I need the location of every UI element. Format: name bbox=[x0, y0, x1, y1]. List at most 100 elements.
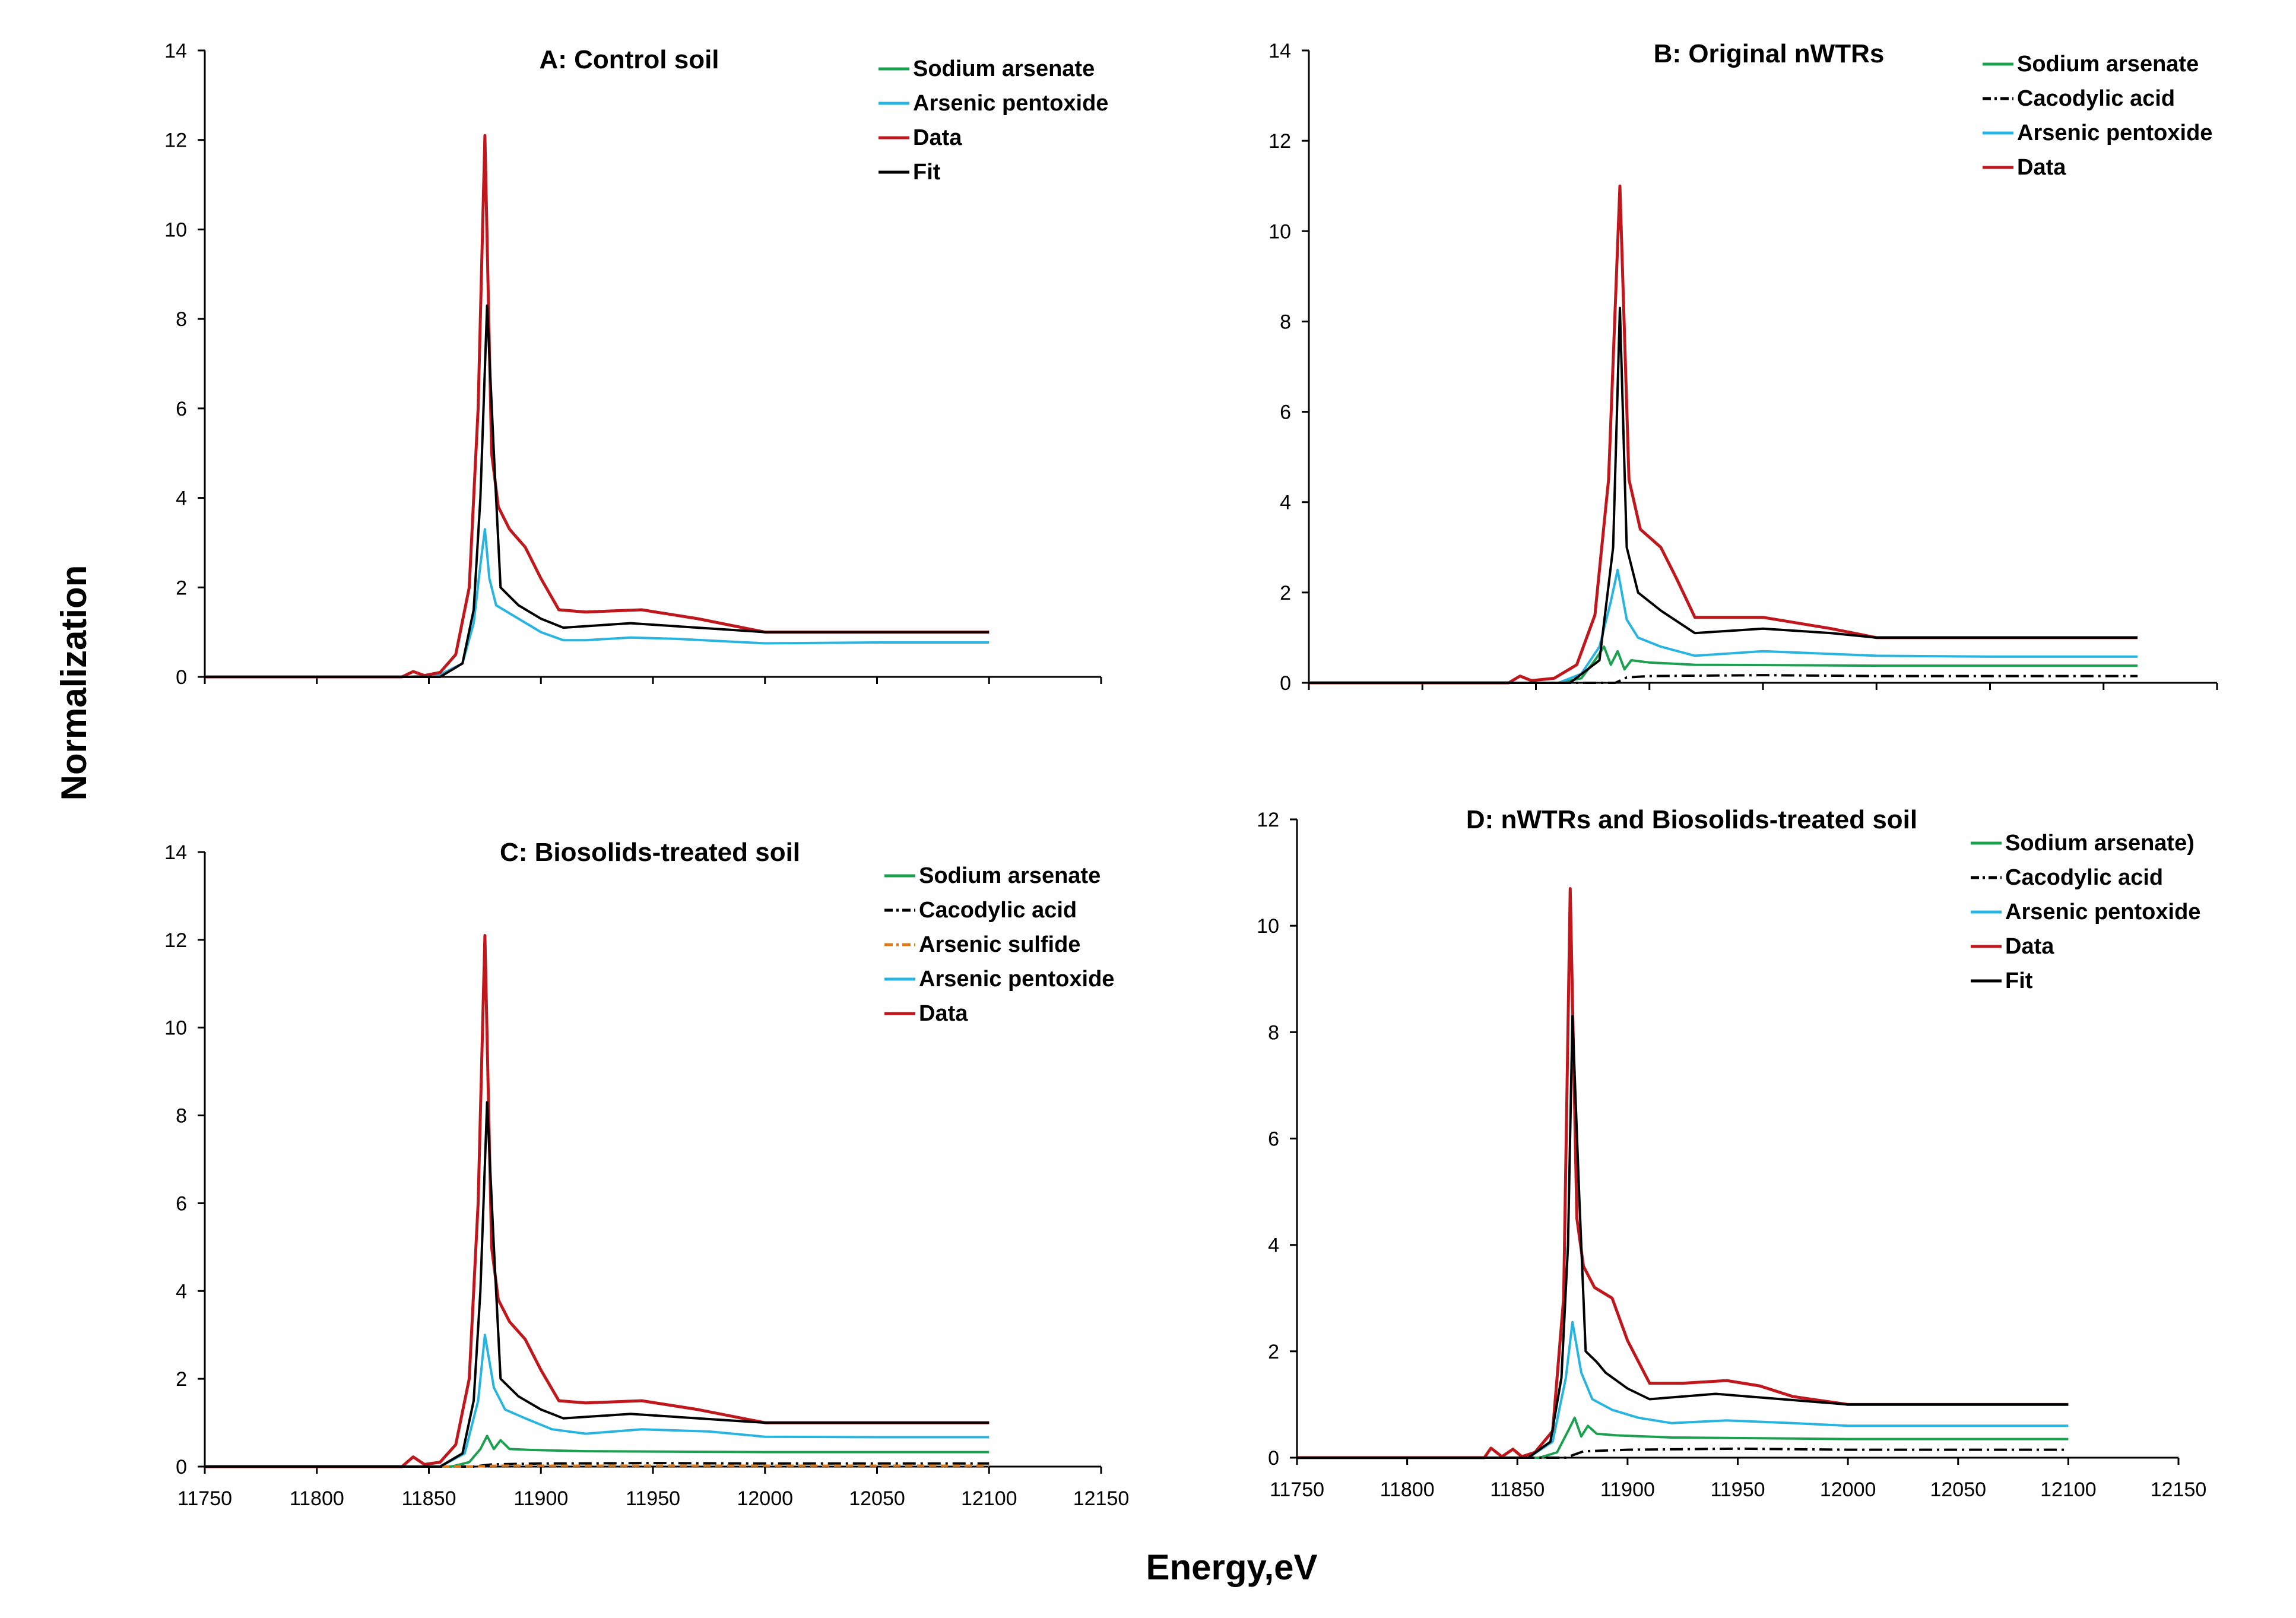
series-line-sodium-arsenate bbox=[205, 1435, 990, 1468]
x-tick-label: 11800 bbox=[290, 1487, 344, 1510]
y-tick-label: 4 bbox=[1268, 1234, 1279, 1257]
series-line-arsenic-pentoxide bbox=[1309, 568, 2138, 684]
y-tick-label: 6 bbox=[1280, 401, 1291, 424]
x-tick-label: 11750 bbox=[177, 1487, 232, 1510]
legend-label: Sodium arsenate bbox=[919, 863, 1101, 888]
y-tick-label: 12 bbox=[164, 929, 187, 952]
series-line-arsenic-pentoxide bbox=[205, 1334, 990, 1468]
x-tick-label: 11950 bbox=[1710, 1478, 1765, 1501]
legend-label: Arsenic sulfide bbox=[919, 932, 1080, 957]
series-line-arsenic-pentoxide bbox=[1297, 1321, 2069, 1459]
y-tick-label: 6 bbox=[176, 1192, 187, 1215]
y-tick-label: 8 bbox=[1280, 311, 1291, 333]
x-tick-label: 12150 bbox=[2151, 1478, 2207, 1501]
x-tick-label: 12000 bbox=[1820, 1478, 1876, 1501]
series-line-cacodylic-acid bbox=[1309, 674, 2138, 684]
x-tick-label: 11750 bbox=[1270, 1478, 1324, 1501]
y-tick-label: 4 bbox=[1280, 492, 1291, 514]
y-tick-label: 0 bbox=[1280, 672, 1291, 695]
chart-panel-1: 0 2 4 6 8 10 12 14 A: Control soil Sodium arsenat… bbox=[164, 40, 1108, 689]
x-tick-label: 12100 bbox=[961, 1487, 1017, 1510]
chart-panel-3: 0 2 4 6 8 10 12 14 11750 11800 11850 11900 11950 1200… bbox=[164, 838, 1129, 1510]
series-line-data bbox=[205, 134, 990, 679]
y-tick-label: 4 bbox=[176, 1280, 187, 1303]
x-tick-label: 11850 bbox=[401, 1487, 456, 1510]
series-line-data bbox=[1309, 184, 2138, 685]
y-tick-label: 0 bbox=[176, 666, 187, 689]
y-tick-label: 8 bbox=[176, 1105, 187, 1128]
legend-label: Arsenic pentoxide bbox=[2005, 900, 2200, 924]
legend-label: Data bbox=[2005, 934, 2054, 959]
y-tick-label: 4 bbox=[176, 487, 187, 510]
y-tick-label: 10 bbox=[164, 1017, 187, 1040]
legend-label: Arsenic pentoxide bbox=[919, 967, 1114, 992]
legend: Sodium arsenate Cacodylic acid Arsenic pen… bbox=[1983, 52, 2212, 180]
series-line-cacodylic-acid bbox=[1297, 1447, 2069, 1459]
y-tick-label: 10 bbox=[1268, 220, 1291, 243]
y-tick-label: 2 bbox=[176, 1368, 187, 1391]
y-tick-label: 8 bbox=[1268, 1021, 1279, 1044]
legend-label: Cacodylic acid bbox=[919, 898, 1077, 923]
y-tick-label: 2 bbox=[176, 577, 187, 599]
y-tick-label: 6 bbox=[176, 398, 187, 420]
legend-label: Arsenic pentoxide bbox=[2017, 121, 2212, 145]
y-tick-label: 10 bbox=[1257, 915, 1279, 938]
legend-label: Arsenic pentoxide bbox=[913, 91, 1108, 116]
series-line-data bbox=[1297, 887, 2069, 1459]
y-tick-label: 2 bbox=[1280, 582, 1291, 604]
legend-label: Cacodylic acid bbox=[2005, 865, 2163, 890]
x-tick-label: 11800 bbox=[1380, 1478, 1435, 1501]
x-tick-label: 11900 bbox=[1600, 1478, 1655, 1501]
y-tick-label: 12 bbox=[164, 129, 187, 152]
legend-label: Sodium arsenate bbox=[2017, 52, 2199, 77]
x-tick-label: 11850 bbox=[1490, 1478, 1545, 1501]
series-line-fit bbox=[205, 304, 990, 678]
series-line-fit bbox=[1309, 306, 2138, 684]
x-tick-label: 11950 bbox=[626, 1487, 680, 1510]
y-tick-label: 6 bbox=[1268, 1128, 1279, 1151]
y-tick-label: 0 bbox=[1268, 1447, 1279, 1470]
chart-title: C: Biosolids-treated soil bbox=[500, 838, 800, 867]
x-tick-label: 12050 bbox=[849, 1487, 905, 1510]
legend-label: Data bbox=[2017, 155, 2066, 180]
chart-title: D: nWTRs and Biosolids-treated soil bbox=[1466, 805, 1917, 834]
legend: Sodium arsenate Cacodylic acid Arsenic sul… bbox=[884, 863, 1114, 1026]
chart-panel-2: 0 2 4 6 8 10 12 14 B: Original nWTRs Sodium arsen… bbox=[1268, 39, 2218, 695]
x-tick-label: 12050 bbox=[1930, 1478, 1986, 1501]
series-line-fit bbox=[1297, 1015, 2069, 1459]
legend: Sodium arsenate Arsenic pentoxide Data Fit bbox=[879, 56, 1108, 185]
series-line-fit bbox=[205, 1101, 990, 1468]
series-line-sodium-arsenate bbox=[1297, 1416, 2069, 1459]
y-tick-label: 12 bbox=[1268, 130, 1291, 153]
legend-label: Fit bbox=[913, 160, 941, 185]
x-tick-label: 12150 bbox=[1073, 1487, 1130, 1510]
y-tick-label: 2 bbox=[1268, 1341, 1279, 1363]
y-tick-label: 14 bbox=[164, 40, 187, 62]
x-tick-label: 11900 bbox=[513, 1487, 568, 1510]
x-tick-label: 12100 bbox=[2040, 1478, 2097, 1501]
y-tick-label: 8 bbox=[176, 308, 187, 331]
y-tick-label: 14 bbox=[164, 841, 187, 864]
chart-panel-4: 0 2 4 6 8 10 12 11750 11800 11850 11900 11950 12000 1… bbox=[1257, 805, 2206, 1501]
chart-title: A: Control soil bbox=[539, 45, 719, 74]
x-axis-label: Energy,eV bbox=[1146, 1547, 1317, 1587]
y-tick-label: 10 bbox=[164, 219, 187, 241]
chart-title: B: Original nWTRs bbox=[1654, 39, 1885, 68]
y-tick-label: 12 bbox=[1257, 809, 1279, 831]
legend-label: Sodium arsenate) bbox=[2005, 831, 2194, 856]
legend-label: Fit bbox=[2005, 968, 2033, 993]
series-line-data bbox=[205, 934, 990, 1468]
series-line-cacodylic-acid bbox=[205, 1462, 990, 1468]
x-tick-label: 12000 bbox=[737, 1487, 793, 1510]
series-line-arsenic-pentoxide bbox=[205, 528, 990, 678]
legend-label: Cacodylic acid bbox=[2017, 86, 2175, 111]
legend-label: Data bbox=[919, 1001, 968, 1026]
y-tick-label: 0 bbox=[176, 1456, 187, 1478]
y-tick-label: 14 bbox=[1268, 40, 1291, 62]
y-axis-label: Normalization bbox=[54, 565, 94, 801]
legend: Sodium arsenate) Cacodylic acid Arsenic pe… bbox=[1971, 831, 2200, 993]
series-line-sodium-arsenate bbox=[1309, 645, 2138, 684]
legend-label: Sodium arsenate bbox=[913, 56, 1095, 81]
legend-label: Data bbox=[913, 125, 962, 150]
